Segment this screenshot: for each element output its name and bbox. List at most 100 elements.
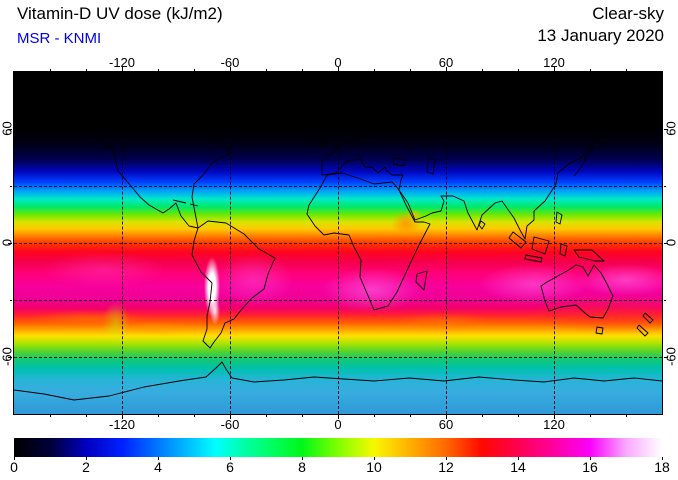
parallel-gridline	[14, 243, 662, 244]
map-plot	[13, 71, 663, 415]
date-label: 13 January 2020	[537, 26, 664, 45]
lon-minor-tick-bottom	[446, 415, 447, 417]
colorbar-tick-mark	[230, 457, 231, 460]
japan-coastline	[573, 147, 595, 177]
colorbar-tick-mark	[14, 457, 15, 460]
colorbar-tick-mark	[446, 457, 447, 460]
colorbar	[14, 438, 662, 457]
lon-minor-tick-bottom	[518, 415, 519, 417]
lon-tick-mark-bottom	[122, 415, 123, 419]
lat-tick-mark-left	[8, 357, 12, 358]
lon-minor-tick-top	[50, 69, 51, 71]
borneo-coastline	[531, 236, 550, 255]
colorbar-tick-label: 12	[438, 459, 454, 475]
lon-minor-tick-bottom	[374, 415, 375, 417]
lon-minor-tick-bottom	[194, 415, 195, 417]
lon-minor-tick-bottom	[266, 415, 267, 417]
lon-minor-tick-top	[554, 69, 555, 71]
colorbar-tick-mark	[518, 457, 519, 460]
lon-minor-tick-bottom	[338, 415, 339, 417]
lat-minor-tick-left	[10, 300, 12, 301]
colorbar-tick-mark	[302, 457, 303, 460]
parallel-gridline	[14, 186, 662, 187]
parallel-gridline	[14, 357, 662, 358]
lon-minor-tick-top	[374, 69, 375, 71]
sky-condition-label: Clear-sky	[592, 4, 664, 23]
lon-tick-label-top: -120	[108, 55, 136, 70]
colorbar-tick-mark	[590, 457, 591, 460]
antarctica-coastline	[14, 361, 662, 401]
parallel-gridline	[14, 129, 662, 130]
colorbar-tick-mark	[662, 457, 663, 460]
new-zealand-coastline	[636, 312, 654, 337]
australia-coastline	[540, 264, 614, 319]
sulawesi-coastline	[559, 243, 568, 257]
lat-tick-mark-right	[664, 357, 668, 358]
java-coastline	[524, 254, 543, 263]
caspian-sea-coastline	[426, 157, 436, 175]
lon-minor-tick-bottom	[86, 415, 87, 417]
parallel-gridline	[14, 300, 662, 301]
lon-minor-tick-top	[122, 69, 123, 71]
south-america-coastline	[191, 220, 276, 349]
lat-minor-tick-right	[664, 300, 666, 301]
colorbar-tick-mark	[374, 457, 375, 460]
lon-minor-tick-top	[590, 69, 591, 71]
lon-tick-label-bottom: 120	[543, 417, 565, 432]
colorbar-tick-label: 16	[582, 459, 598, 475]
data-source-label: MSR - KNMI	[17, 30, 102, 47]
madagascar-coastline	[415, 270, 428, 291]
lon-minor-tick-top	[302, 69, 303, 71]
philippines-coastline	[555, 211, 563, 225]
lat-tick-mark-right	[664, 129, 668, 130]
tasmania-coastline	[595, 326, 604, 335]
lon-tick-label-bottom: -60	[220, 417, 240, 432]
lon-tick-label-bottom: 0	[334, 417, 342, 432]
lon-minor-tick-bottom	[626, 415, 627, 417]
coastlines-overlay	[14, 90, 662, 401]
colorbar-tick-label: 6	[226, 459, 234, 475]
eurasia-coastline	[321, 101, 662, 240]
lon-tick-mark-bottom	[446, 415, 447, 419]
black-sea-coastline	[392, 157, 407, 167]
new-guinea-coastline	[573, 249, 605, 262]
greenland-coastline	[229, 90, 294, 130]
north-america-coastline	[38, 107, 231, 229]
iceland-coastline	[296, 117, 310, 127]
colorbar-tick-label: 4	[154, 459, 162, 475]
baffin-island-coastline	[203, 109, 220, 123]
sri-lanka-coastline	[478, 220, 486, 230]
lon-minor-tick-bottom	[122, 415, 123, 417]
colorbar-tick-mark	[158, 457, 159, 460]
lon-tick-mark-bottom	[554, 415, 555, 419]
lon-tick-label-top: 120	[543, 55, 565, 70]
colorbar-tick-mark	[86, 457, 87, 460]
lon-minor-tick-bottom	[590, 415, 591, 417]
lon-minor-tick-top	[158, 69, 159, 71]
colorbar-tick-label: 14	[510, 459, 526, 475]
lon-minor-tick-bottom	[158, 415, 159, 417]
lon-minor-tick-bottom	[230, 415, 231, 417]
lon-minor-tick-bottom	[50, 415, 51, 417]
lon-minor-tick-top	[266, 69, 267, 71]
lon-minor-tick-bottom	[554, 415, 555, 417]
lon-minor-tick-top	[410, 69, 411, 71]
cuba-hispaniola-coastline	[172, 199, 199, 207]
lat-tick-mark-left	[8, 243, 12, 244]
colorbar-tick-label: 18	[654, 459, 670, 475]
lat-minor-tick-right	[664, 186, 666, 187]
lon-tick-mark-bottom	[230, 415, 231, 419]
lon-minor-tick-top	[338, 69, 339, 71]
lon-tick-label-top: -60	[220, 55, 240, 70]
lat-tick-mark-left	[8, 129, 12, 130]
lon-tick-label-bottom: -120	[108, 417, 136, 432]
lon-minor-tick-top	[482, 69, 483, 71]
lon-minor-tick-top	[518, 69, 519, 71]
lat-tick-mark-right	[664, 243, 668, 244]
colorbar-tick-label: 8	[298, 459, 306, 475]
lon-tick-label-top: 0	[334, 55, 342, 70]
sumatra-coastline	[508, 231, 527, 249]
lon-tick-mark-bottom	[338, 415, 339, 419]
page-title: Vitamin-D UV dose (kJ/m2)	[17, 4, 223, 23]
